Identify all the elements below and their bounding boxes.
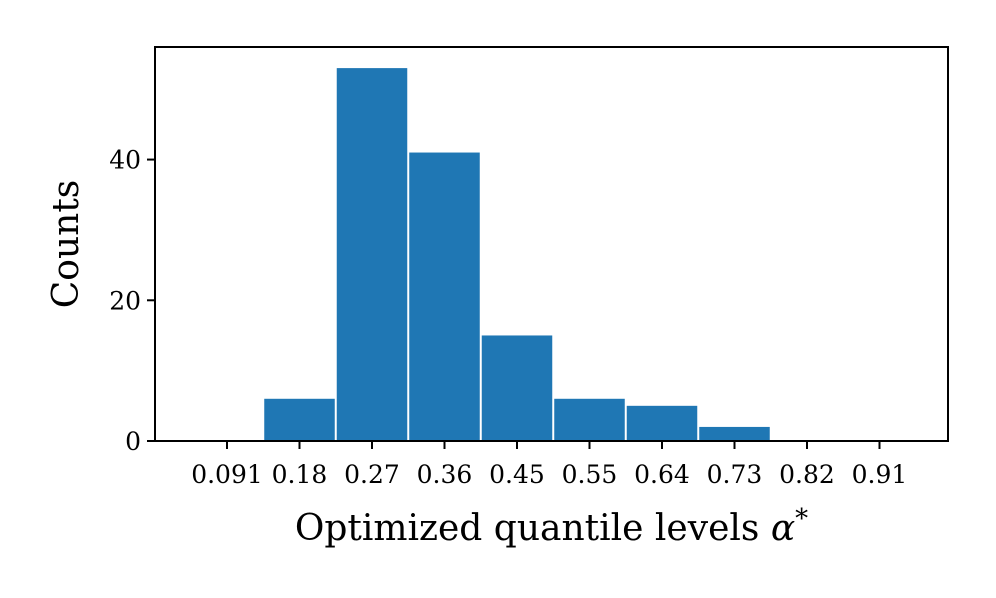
histogram-bar <box>264 398 335 441</box>
x-tick-label: 0.091 <box>191 460 263 489</box>
x-axis-ticks: 0.091 0.18 0.27 0.36 0.45 0.55 0.64 0.73 0.82 0.9… <box>191 441 907 489</box>
histogram-bar <box>336 68 408 441</box>
histogram-bar <box>626 405 698 441</box>
x-tick-label: 0.82 <box>779 460 835 489</box>
y-tick-label: 40 <box>109 146 141 175</box>
x-tick-label: 0.91 <box>852 460 908 489</box>
histogram-bars <box>264 68 770 442</box>
histogram-bar <box>554 398 625 441</box>
plot-frame <box>154 46 949 442</box>
histogram-bar <box>409 152 480 442</box>
x-tick-label: 0.36 <box>417 460 473 489</box>
x-axis-title: Optimized quantile levels α* <box>295 504 808 549</box>
y-tick-label: 20 <box>109 286 141 315</box>
x-tick-label: 0.27 <box>344 460 400 489</box>
x-tick-label: 0.18 <box>272 460 328 489</box>
histogram-bar <box>481 335 553 441</box>
x-tick-label: 0.55 <box>562 460 618 489</box>
y-axis-ticks: 0 20 40 <box>109 146 155 456</box>
y-tick-label: 0 <box>125 427 141 456</box>
histogram-bar <box>699 426 770 441</box>
y-axis-title: Counts <box>46 180 87 309</box>
x-tick-label: 0.45 <box>489 460 545 489</box>
x-tick-label: 0.64 <box>634 460 690 489</box>
x-axis-title-superscript: * <box>795 504 808 534</box>
x-axis-title-symbol: α <box>771 508 795 549</box>
x-tick-label: 0.73 <box>707 460 763 489</box>
x-axis-title-text: Optimized quantile levels <box>295 508 760 549</box>
